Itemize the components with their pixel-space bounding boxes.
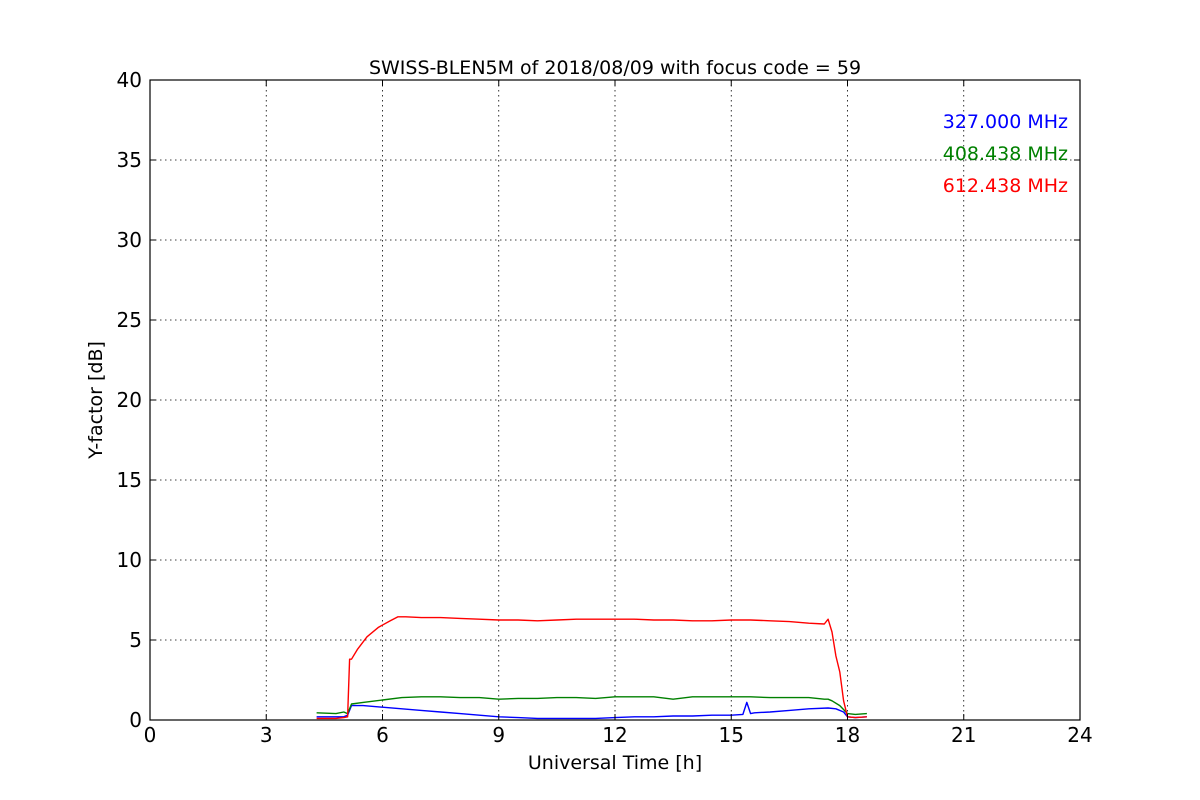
axis-ticks [149,79,1081,721]
x-tick-label: 3 [260,723,273,747]
series-line-1 [316,701,867,720]
x-tick-label: 6 [376,723,389,747]
y-tick-label: 5 [129,628,142,652]
grid [150,80,1080,720]
plot-series [316,616,867,720]
y-axis-label: Y-factor [dB] [85,341,107,460]
series-line-2 [316,696,867,716]
legend-entry-1: 327.000 MHz [943,111,1068,133]
y-tick-label: 20 [117,388,142,412]
y-tick-label: 10 [117,548,142,572]
y-tick-label: 40 [117,68,142,92]
series-line-3 [316,616,867,720]
x-axis-label: Universal Time [h] [528,752,702,774]
x-tick-label: 0 [144,723,157,747]
x-tick-label: 15 [719,723,744,747]
y-tick-label: 30 [117,228,142,252]
y-tick-label: 35 [117,148,142,172]
x-tick-label: 21 [951,723,976,747]
chart-title: SWISS-BLEN5M of 2018/08/09 with focus co… [369,57,861,79]
x-tick-label: 18 [835,723,860,747]
y-tick-label: 0 [129,708,142,732]
x-tick-label: 12 [602,723,627,747]
tick-labels: 0 3 6 9 12 15 18 21 24 0 5 10 15 20 25 30 35 40 [117,68,1093,747]
legend: 327.000 MHz 408.438 MHz 612.438 MHz [943,111,1068,197]
y-tick-label: 25 [117,308,142,332]
y-tick-label: 15 [117,468,142,492]
x-tick-label: 24 [1067,723,1092,747]
legend-entry-2: 408.438 MHz [943,143,1068,165]
x-tick-label: 9 [492,723,505,747]
legend-entry-3: 612.438 MHz [943,175,1068,197]
